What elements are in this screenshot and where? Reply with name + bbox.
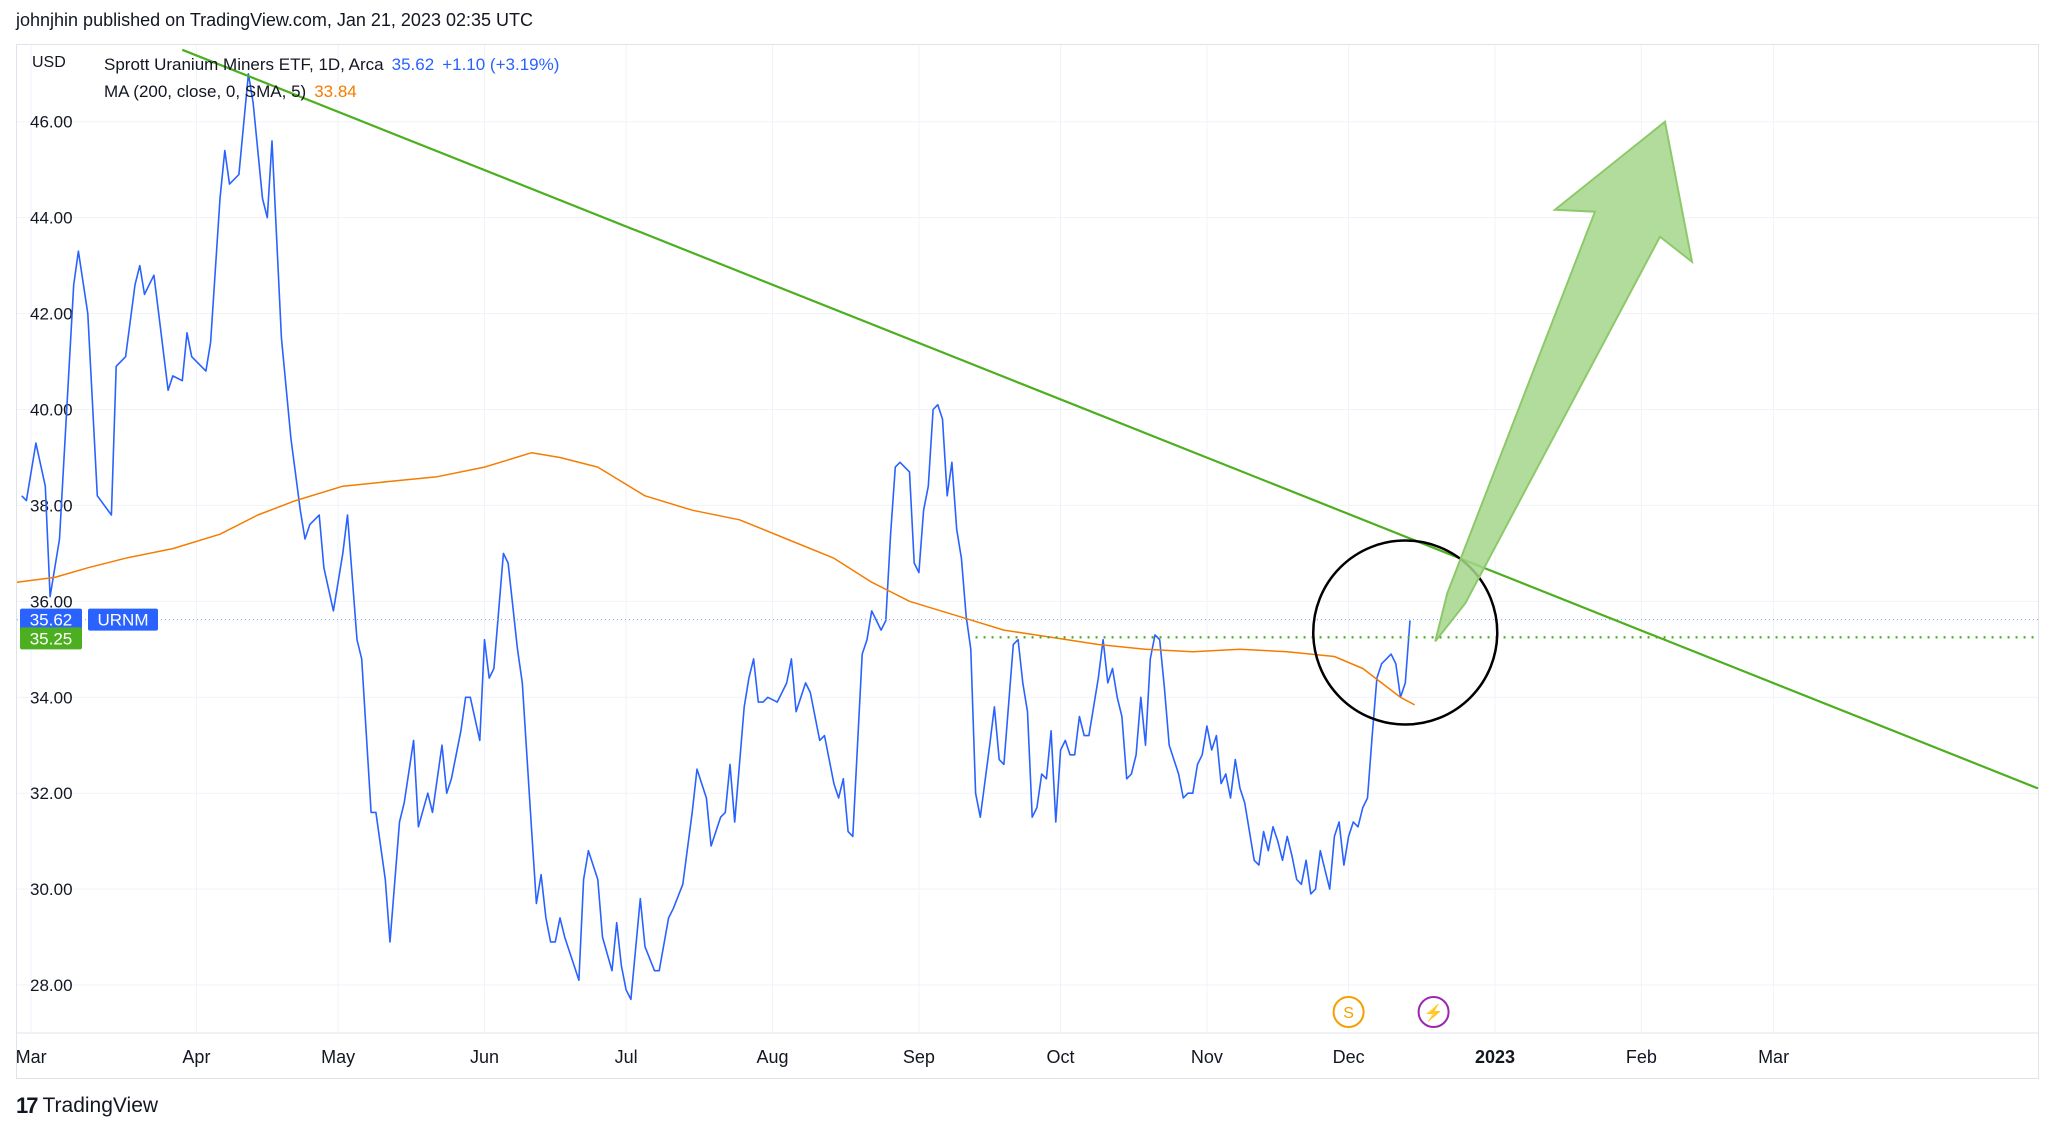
y-tick-label: 32.00 [30, 784, 73, 803]
x-axis-labels: Mar Apr May Jun Jul Aug Sep Oct Nov Dec 2023 Feb Mar [16, 1047, 1789, 1067]
chart-frame [16, 44, 2039, 1079]
symbol-badge-text: URNM [98, 611, 149, 630]
y-tick-label: 34.00 [30, 688, 73, 707]
currency-label: USD [32, 54, 66, 71]
x-tick-label: Jun [470, 1047, 499, 1067]
dividend-marker-label: S [1343, 1005, 1354, 1022]
breakout-circle [1312, 539, 1499, 726]
legend-symbol[interactable]: Sprott Uranium Miners ETF, 1D, Arca 35.62… [104, 55, 559, 75]
last-price-badge [20, 608, 82, 631]
brand-name: TradingView [42, 1094, 159, 1117]
dividend-marker [1332, 996, 1365, 1028]
ma-series-line [16, 451, 1416, 706]
legend-symbol-name: Sprott Uranium Miners ETF, 1D, Arca [104, 55, 384, 74]
x-tick-label: 2023 [1475, 1047, 1515, 1067]
support-price-badge-text: 35.25 [30, 629, 73, 648]
support-price-badge [20, 627, 82, 650]
series-layer [16, 73, 1416, 1001]
x-tick-label: Jul [615, 1047, 638, 1067]
x-tick-label: Nov [1191, 1047, 1223, 1067]
y-tick-label: 44.00 [30, 209, 73, 228]
x-tick-label: Sep [903, 1047, 935, 1067]
x-tick-label: Oct [1047, 1047, 1075, 1067]
x-tick-label: Dec [1333, 1047, 1365, 1067]
x-tick-label: Feb [1626, 1047, 1657, 1067]
tradingview-logo-icon: 17 [16, 1093, 39, 1118]
overlay-layer: S ⚡ 35.62 URNM 35.25 [17, 48, 2039, 1028]
y-tick-label: 36.00 [30, 592, 73, 611]
bullish-arrow [1434, 119, 1694, 642]
y-tick-label: 28.00 [30, 976, 73, 995]
legend-last-price: 35.62 [391, 55, 435, 74]
x-tick-label: Mar [16, 1047, 47, 1067]
published-header: johnjhin published on TradingView.com, J… [16, 10, 534, 30]
y-tick-label: 38.00 [30, 496, 73, 515]
chart-grid [17, 45, 2038, 1034]
y-tick-label: 46.00 [30, 113, 73, 132]
y-tick-label: 30.00 [30, 880, 73, 899]
last-price-badge-text: 35.62 [30, 611, 73, 630]
x-tick-label: Apr [182, 1047, 210, 1067]
legend-ma-value: 33.84 [314, 82, 357, 101]
x-tick-label: Aug [756, 1047, 788, 1067]
y-tick-label: 42.00 [30, 305, 73, 324]
earnings-marker-label: ⚡ [1424, 1003, 1444, 1022]
price-series-line [21, 73, 1411, 1001]
legend-ma-name: MA (200, close, 0, SMA, 5) [104, 82, 307, 101]
earnings-marker [1417, 996, 1450, 1028]
legend-ma[interactable]: MA (200, close, 0, SMA, 5) 33.84 [104, 82, 357, 102]
y-axis-labels: 28.00 30.00 32.00 34.00 36.00 38.00 40.00 42.00… [30, 113, 73, 995]
symbol-badge [88, 608, 158, 631]
x-tick-label: Mar [1758, 1047, 1789, 1067]
legend-change: +1.10 (+3.19%) [442, 55, 560, 74]
x-tick-label: May [321, 1047, 355, 1067]
downtrend-line [181, 48, 2039, 790]
tradingview-footer[interactable]: 17 TradingView [16, 1093, 158, 1119]
y-tick-label: 40.00 [30, 401, 73, 420]
